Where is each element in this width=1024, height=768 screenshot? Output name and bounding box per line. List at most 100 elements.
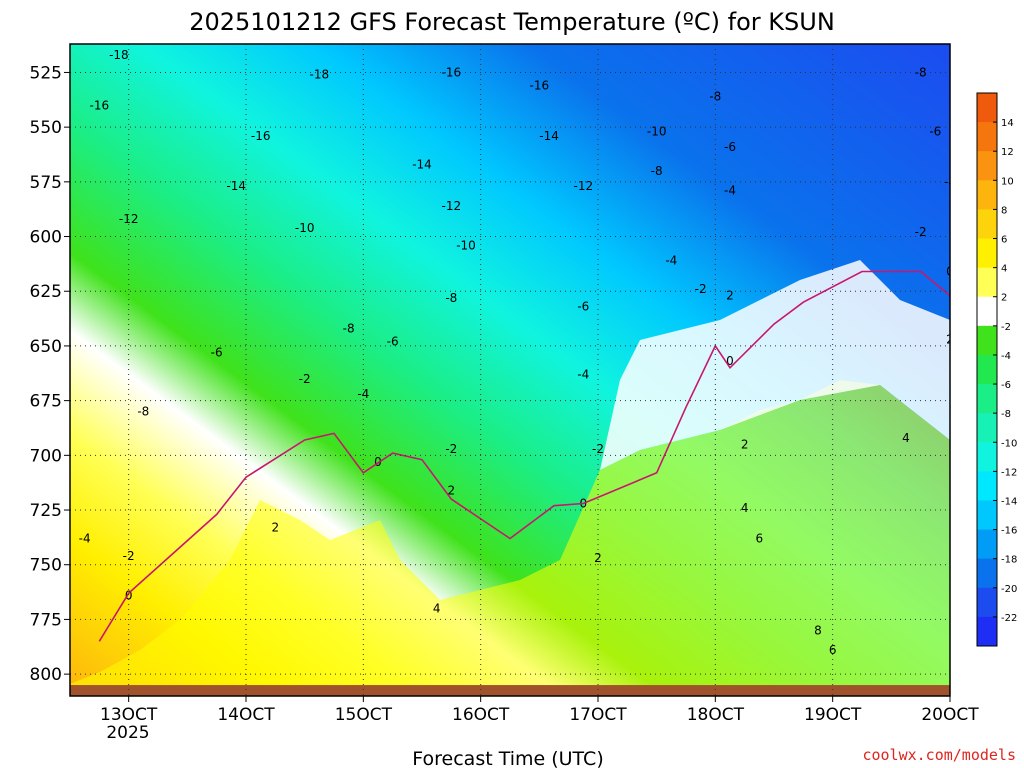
colorbar-swatch xyxy=(977,413,997,443)
colorbar-swatch xyxy=(977,471,997,501)
y-tick-label: 700 xyxy=(30,446,62,466)
colorbar-label: 12 xyxy=(1001,147,1014,158)
colorbar-swatch xyxy=(977,267,997,298)
y-tick-label: 725 xyxy=(30,501,62,521)
colorbar-label: 14 xyxy=(1001,118,1014,129)
contour-label: -4 xyxy=(724,184,736,198)
y-tick-label: 800 xyxy=(30,665,62,685)
contour-label: 4 xyxy=(433,601,441,615)
contour-label: -10 xyxy=(456,238,476,252)
x-tick-label: 13OCT xyxy=(100,705,158,725)
y-tick-label: 625 xyxy=(30,282,62,302)
contour-label: 0 xyxy=(946,265,954,279)
colorbar-swatch xyxy=(977,354,997,385)
mild-region xyxy=(600,260,950,470)
contour-label: -18 xyxy=(109,48,129,62)
colorbar-label: -8 xyxy=(1001,409,1011,420)
contour-label: 2 xyxy=(272,521,280,535)
contour-label: -10 xyxy=(295,221,315,235)
colorbar-swatch xyxy=(977,93,997,123)
contour-label: -12 xyxy=(442,199,462,213)
contour-label: -2 xyxy=(299,372,311,386)
colorbar-label: -10 xyxy=(1001,438,1017,449)
contour-label: -18 xyxy=(310,68,330,82)
contour-label: 2 xyxy=(594,551,602,565)
colorbar-label: -16 xyxy=(1001,526,1017,537)
y-tick-label: 750 xyxy=(30,556,62,576)
colorbar-swatch xyxy=(977,122,997,152)
contour-label: -12 xyxy=(574,179,594,193)
colorbar-swatch xyxy=(977,500,997,531)
x-tick-label: 18OCT xyxy=(687,705,745,725)
contour-label: -2 xyxy=(695,282,707,296)
contour-label: -6 xyxy=(929,125,941,139)
colorbar-swatch xyxy=(977,180,997,210)
colorbar-swatch xyxy=(977,238,997,269)
colorbar: 14 12 10 8 6 4 2 -2 -4 -6 -8 -10 -12 -14 -16 -18 -20 -22 xyxy=(976,92,1017,647)
colorbar-swatch xyxy=(977,151,997,181)
contour-label: -14 xyxy=(412,157,432,171)
contour-label: 4 xyxy=(902,431,910,445)
colorbar-label: -6 xyxy=(1001,380,1011,391)
colorbar-swatch xyxy=(977,587,997,618)
colorbar-label: -20 xyxy=(1001,584,1017,595)
x-tick-label: 14OCT xyxy=(217,705,275,725)
contour-label: -10 xyxy=(647,125,667,139)
colorbar-label: -14 xyxy=(1001,496,1017,507)
colorbar-swatch xyxy=(977,558,997,589)
x-axis: 13OCT 14OCT 15OCT 16OCT 17OCT 18OCT 19OCT 20OCT xyxy=(100,696,979,725)
colorbar-label: -2 xyxy=(1001,322,1011,333)
x-tick-label: 19OCT xyxy=(804,705,862,725)
contour-label: 8 xyxy=(814,623,822,637)
colorbar-label: -18 xyxy=(1001,555,1017,566)
x-axis-label: Forecast Time (UTC) xyxy=(412,748,603,768)
contour-label: -16 xyxy=(90,98,110,112)
x-tick-label: 20OCT xyxy=(921,705,979,725)
contour-label: 0 xyxy=(726,354,734,368)
contour-label: -2 xyxy=(592,442,604,456)
contour-label: 6 xyxy=(756,531,764,545)
contour-label: 0 xyxy=(125,588,133,602)
contour-label: -14 xyxy=(539,129,559,143)
plot-area: -18-18 -16-16-16-16 -14-14-14-12-12-12-10-… xyxy=(70,44,956,696)
y-tick-label: 550 xyxy=(30,118,62,138)
contour-label: 2 xyxy=(741,437,749,451)
contour-label-layer: -18-18 -16-16-16-16 -14-14-14-12-12-12-10-… xyxy=(79,48,956,657)
contour-label: -4 xyxy=(665,254,677,268)
colorbar-swatch xyxy=(977,384,997,414)
colorbar-frame xyxy=(976,92,998,647)
colorbar-label: 6 xyxy=(1001,235,1007,246)
colorbar-swatch xyxy=(977,616,997,647)
contour-label: 2 xyxy=(726,289,734,303)
contour-label: -8 xyxy=(445,291,457,305)
contour-label: -2 xyxy=(445,442,457,456)
colorbar-label: -22 xyxy=(1001,613,1017,624)
x-tick-label: 15OCT xyxy=(335,705,393,725)
contour-label: -6 xyxy=(387,335,399,349)
colorbar-label: 2 xyxy=(1001,293,1007,304)
contour-label: -4 xyxy=(79,531,91,545)
contour-label: -6 xyxy=(724,140,736,154)
contour-label: 2 xyxy=(946,332,954,346)
contour-label: -8 xyxy=(137,405,149,419)
colorbar-swatch xyxy=(977,209,997,240)
contour-label: -6 xyxy=(211,345,223,359)
colorbar-label: 8 xyxy=(1001,205,1007,216)
contour-label: -8 xyxy=(709,90,721,104)
colorbar-label: 10 xyxy=(1001,176,1014,187)
contour-label: 6 xyxy=(829,643,837,657)
contour-label: 0 xyxy=(374,455,382,469)
x-year-label: 2025 xyxy=(106,723,149,743)
colorbar-label: 4 xyxy=(1001,264,1007,275)
contour-label: -2 xyxy=(123,549,135,563)
y-tick-label: 775 xyxy=(30,610,62,630)
contour-label: -16 xyxy=(442,65,462,79)
freezing-level-line xyxy=(98,270,950,642)
colorbar-swatch xyxy=(977,325,997,356)
terrain-surface xyxy=(70,685,950,696)
contour-label: -16 xyxy=(530,79,550,93)
contour-label: -8 xyxy=(343,321,355,335)
contour-label: -4 xyxy=(944,175,956,189)
source-label: coolwx.com/models xyxy=(862,746,1016,764)
